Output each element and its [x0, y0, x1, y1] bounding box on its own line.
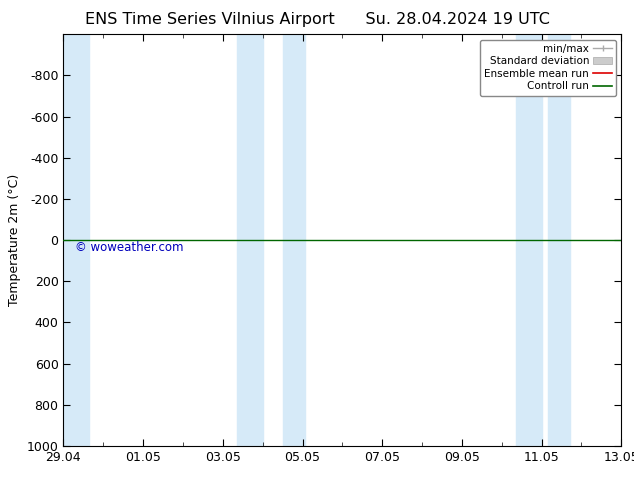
Bar	[283, 34, 304, 446]
Y-axis label: Temperature 2m (°C): Temperature 2m (°C)	[8, 174, 21, 306]
Text: ENS Time Series Vilnius Airport      Su. 28.04.2024 19 UTC: ENS Time Series Vilnius Airport Su. 28.0…	[84, 12, 550, 27]
Bar	[515, 34, 541, 446]
Bar	[236, 34, 262, 446]
Bar	[63, 34, 89, 446]
Legend: min/max, Standard deviation, Ensemble mean run, Controll run: min/max, Standard deviation, Ensemble me…	[480, 40, 616, 96]
Bar	[548, 34, 569, 446]
Text: © woweather.com: © woweather.com	[75, 242, 183, 254]
